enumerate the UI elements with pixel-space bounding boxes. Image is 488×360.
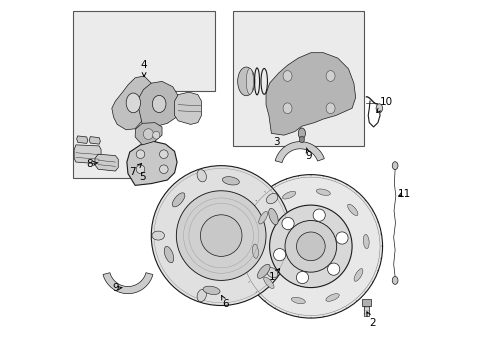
Circle shape (296, 232, 325, 261)
Polygon shape (74, 145, 101, 164)
Polygon shape (73, 12, 214, 178)
Ellipse shape (316, 189, 330, 195)
Text: 1: 1 (268, 269, 279, 282)
Ellipse shape (363, 234, 368, 249)
Ellipse shape (325, 103, 334, 114)
Circle shape (159, 165, 168, 174)
Ellipse shape (347, 204, 357, 216)
Circle shape (312, 209, 325, 221)
Ellipse shape (391, 276, 397, 284)
Polygon shape (112, 76, 155, 130)
Ellipse shape (353, 269, 362, 281)
Ellipse shape (375, 104, 382, 113)
Ellipse shape (391, 162, 397, 170)
Polygon shape (135, 123, 162, 145)
Circle shape (239, 175, 382, 318)
Circle shape (159, 150, 168, 158)
Ellipse shape (257, 264, 269, 278)
Polygon shape (89, 136, 100, 144)
Polygon shape (275, 141, 324, 163)
Circle shape (151, 166, 290, 306)
Ellipse shape (282, 191, 295, 199)
Circle shape (269, 205, 351, 288)
Circle shape (176, 191, 265, 280)
Circle shape (296, 271, 308, 284)
Circle shape (285, 221, 336, 272)
Ellipse shape (143, 129, 153, 139)
Ellipse shape (299, 136, 304, 143)
Ellipse shape (203, 286, 220, 294)
Ellipse shape (283, 103, 291, 114)
Text: 8: 8 (86, 159, 98, 169)
Text: 3: 3 (273, 137, 280, 147)
Polygon shape (174, 92, 201, 125)
Ellipse shape (246, 68, 253, 94)
Ellipse shape (197, 170, 206, 182)
Text: 10: 10 (376, 97, 392, 113)
Circle shape (136, 165, 144, 174)
Polygon shape (103, 273, 153, 294)
Circle shape (282, 217, 293, 230)
Circle shape (327, 263, 339, 275)
Bar (233, 12, 363, 146)
Ellipse shape (258, 211, 267, 224)
Ellipse shape (152, 95, 165, 113)
Ellipse shape (263, 277, 273, 289)
Polygon shape (95, 154, 118, 171)
Text: 6: 6 (221, 296, 229, 309)
Ellipse shape (298, 128, 305, 139)
Text: 11: 11 (397, 189, 410, 199)
Ellipse shape (152, 231, 164, 240)
Polygon shape (139, 81, 180, 126)
Ellipse shape (266, 193, 277, 204)
Circle shape (335, 232, 347, 244)
Ellipse shape (283, 71, 291, 81)
Ellipse shape (152, 131, 160, 139)
Ellipse shape (197, 289, 206, 302)
Polygon shape (77, 136, 88, 143)
Ellipse shape (126, 93, 140, 113)
Ellipse shape (291, 297, 305, 304)
Ellipse shape (222, 177, 239, 185)
Ellipse shape (237, 67, 254, 96)
Ellipse shape (252, 244, 258, 258)
Ellipse shape (325, 71, 334, 81)
Text: 7: 7 (129, 163, 141, 177)
Ellipse shape (164, 246, 173, 263)
Polygon shape (126, 141, 177, 185)
Text: 9: 9 (113, 283, 122, 293)
Circle shape (136, 150, 144, 158)
Circle shape (200, 215, 242, 256)
Text: 5: 5 (139, 172, 145, 182)
Ellipse shape (268, 208, 278, 225)
Ellipse shape (172, 193, 184, 207)
Polygon shape (265, 53, 355, 135)
Polygon shape (362, 299, 370, 306)
Text: 4: 4 (141, 60, 147, 76)
Text: 2: 2 (366, 312, 375, 328)
Ellipse shape (325, 294, 339, 301)
Circle shape (273, 249, 285, 261)
Text: 9: 9 (305, 148, 312, 161)
Ellipse shape (266, 267, 277, 278)
